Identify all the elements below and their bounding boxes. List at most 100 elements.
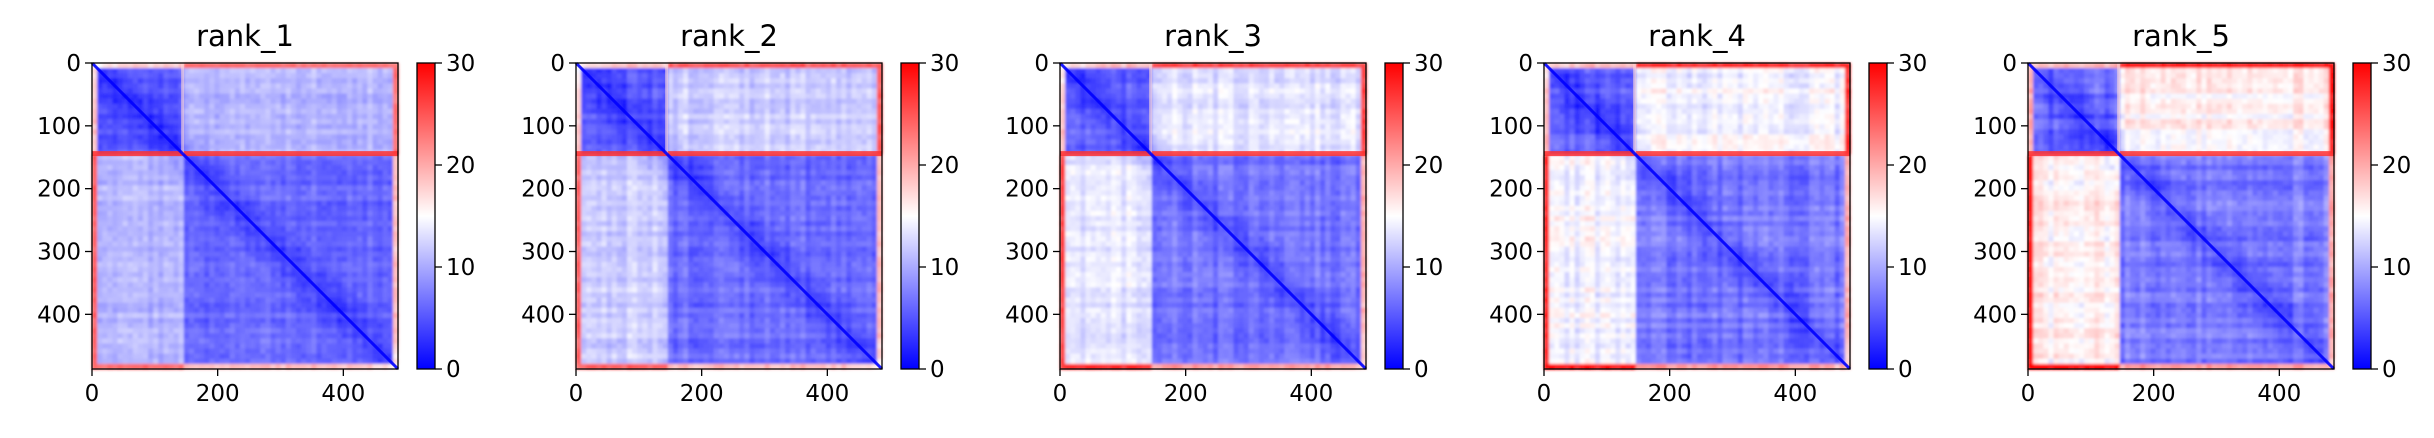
colorbar	[901, 63, 919, 369]
diagonal-line	[2026, 61, 2336, 371]
heatmap-frame	[2027, 62, 2335, 370]
colorbar-tick-label: 0	[1414, 357, 1429, 383]
heatmap-frame	[575, 62, 883, 370]
x-tick-label: 200	[196, 381, 240, 407]
colorbar-tick-label: 0	[2382, 357, 2397, 383]
colorbar-frame	[2352, 62, 2372, 370]
heatmap-frame	[91, 62, 399, 370]
diagonal-line	[574, 61, 884, 371]
x-tick-label: 200	[1648, 381, 1692, 407]
x-tick-label: 200	[680, 381, 724, 407]
colorbar-tick-label: 30	[1414, 51, 1443, 77]
heatmap-panel-5: rank_5 0 200 400 0 100 200 300 400 0 10 20 30	[1973, 19, 2411, 407]
x-tick-label: 400	[1773, 381, 1817, 407]
y-tick-label: 400	[1973, 302, 2017, 328]
colorbar-tick-label: 20	[1898, 153, 1927, 179]
heatmap-frame	[1059, 62, 1367, 370]
x-tick-label: 0	[85, 381, 100, 407]
domain-boundary-col	[1633, 63, 1637, 155]
colorbar-tick-label: 30	[930, 51, 959, 77]
y-tick-label: 300	[37, 240, 81, 266]
y-tick-label: 300	[1489, 240, 1533, 266]
y-tick-label: 300	[521, 240, 565, 266]
panel-title: rank_2	[680, 19, 778, 53]
y-tick-label: 200	[37, 177, 81, 203]
colorbar-frame	[900, 62, 920, 370]
colorbar-tick-label: 20	[930, 153, 959, 179]
domain-boundary-row	[2028, 151, 2334, 157]
domain-boundary-col	[665, 63, 669, 155]
x-tick-label: 0	[1537, 381, 1552, 407]
y-tick-label: 100	[1005, 114, 1049, 140]
y-tick-label: 200	[1005, 177, 1049, 203]
diagonal-line	[90, 61, 400, 371]
colorbar-tick-label: 30	[2382, 51, 2411, 77]
colorbar-tick-label: 10	[930, 255, 959, 281]
diagonal-line	[1058, 61, 1368, 371]
x-tick-label: 400	[805, 381, 849, 407]
domain-boundary-row	[1060, 151, 1366, 157]
colorbar-tick-label: 20	[446, 153, 475, 179]
colorbar-tick-label: 20	[2382, 153, 2411, 179]
y-tick-label: 300	[1005, 240, 1049, 266]
y-tick-label: 200	[1489, 177, 1533, 203]
x-tick-label: 0	[2021, 381, 2036, 407]
x-tick-label: 0	[1053, 381, 1068, 407]
x-tick-label: 200	[2132, 381, 2176, 407]
colorbar	[1385, 63, 1403, 369]
panel-title: rank_1	[196, 19, 294, 53]
colorbar-frame	[1868, 62, 1888, 370]
domain-boundary-row	[576, 151, 882, 157]
heatmap-image	[1060, 63, 1367, 370]
domain-boundary-col	[181, 63, 185, 155]
heatmap-panel-2: rank_2 0 200 400 0 100 200 300 400 0 10 20 30	[521, 19, 959, 407]
colorbar-tick-label: 10	[1414, 255, 1443, 281]
x-tick-label: 400	[1289, 381, 1333, 407]
x-tick-label: 200	[1164, 381, 1208, 407]
colorbar-frame	[416, 62, 436, 370]
heatmap-image	[1544, 63, 1851, 370]
x-tick-label: 400	[2257, 381, 2301, 407]
colorbar-tick-label: 0	[446, 357, 461, 383]
heatmap-panel-3: rank_3 0 200 400 0 100 200 300 400 0 10 20 30	[1005, 19, 1443, 407]
colorbar-tick-label: 30	[1898, 51, 1927, 77]
panel-title: rank_4	[1648, 19, 1746, 53]
colorbar-tick-label: 10	[1898, 255, 1927, 281]
y-tick-label: 0	[66, 51, 81, 77]
y-tick-label: 0	[2002, 51, 2017, 77]
colorbar-tick-label: 10	[2382, 255, 2411, 281]
y-tick-label: 0	[550, 51, 565, 77]
y-tick-label: 400	[1489, 302, 1533, 328]
y-tick-label: 200	[1973, 177, 2017, 203]
y-tick-label: 300	[1973, 240, 2017, 266]
diagonal-line	[1542, 61, 1852, 371]
colorbar	[417, 63, 435, 369]
colorbar-tick-label: 10	[446, 255, 475, 281]
y-tick-label: 100	[1973, 114, 2017, 140]
heatmap-image	[2028, 63, 2335, 370]
heatmap-panel-4: rank_4 0 200 400 0 100 200 300 400 0 10 20 30	[1489, 19, 1927, 407]
panel-title: rank_3	[1164, 19, 1262, 53]
colorbar	[2353, 63, 2371, 369]
y-tick-label: 100	[37, 114, 81, 140]
y-tick-label: 100	[1489, 114, 1533, 140]
domain-boundary-col	[2117, 63, 2121, 155]
x-tick-label: 400	[321, 381, 365, 407]
colorbar-tick-label: 20	[1414, 153, 1443, 179]
colorbar-tick-label: 0	[930, 357, 945, 383]
heatmap-panel-1: rank_1 0 200 400 0 100 200 300 400 0 10 20 30	[37, 19, 475, 407]
colorbar-tick-label: 0	[1898, 357, 1913, 383]
domain-boundary-col	[1149, 63, 1153, 155]
y-tick-label: 400	[1005, 302, 1049, 328]
y-tick-label: 0	[1034, 51, 1049, 77]
y-tick-label: 400	[521, 302, 565, 328]
panel-title: rank_5	[2132, 19, 2230, 53]
colorbar-frame	[1384, 62, 1404, 370]
y-tick-label: 0	[1518, 51, 1533, 77]
domain-boundary-row	[1544, 151, 1850, 157]
colorbar-tick-label: 30	[446, 51, 475, 77]
y-tick-label: 100	[521, 114, 565, 140]
colorbar	[1869, 63, 1887, 369]
x-tick-label: 0	[569, 381, 584, 407]
